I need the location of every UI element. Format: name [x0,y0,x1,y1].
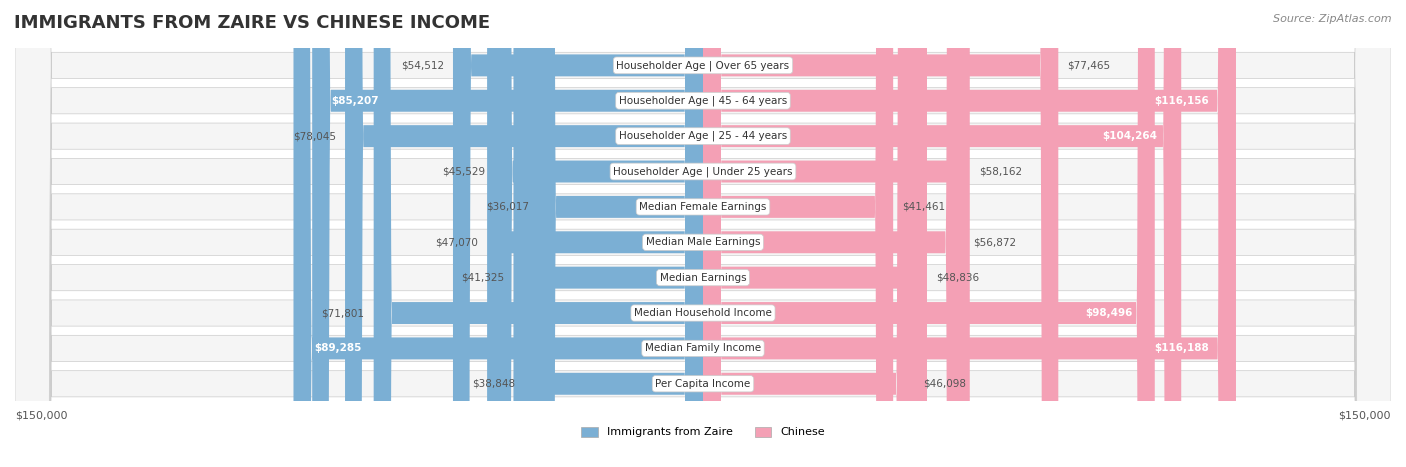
FancyBboxPatch shape [703,0,1059,467]
FancyBboxPatch shape [15,0,1391,467]
FancyBboxPatch shape [15,0,1391,467]
Text: $78,045: $78,045 [292,131,336,141]
Text: $89,285: $89,285 [314,343,361,354]
Text: Median Earnings: Median Earnings [659,273,747,283]
FancyBboxPatch shape [312,0,703,467]
FancyBboxPatch shape [15,0,1391,467]
FancyBboxPatch shape [15,0,1391,467]
Text: Source: ZipAtlas.com: Source: ZipAtlas.com [1274,14,1392,24]
Text: $150,000: $150,000 [15,410,67,421]
FancyBboxPatch shape [703,0,1154,467]
Text: $47,070: $47,070 [434,237,478,247]
Text: $38,848: $38,848 [472,379,516,389]
FancyBboxPatch shape [486,0,703,467]
Text: $150,000: $150,000 [1339,410,1391,421]
FancyBboxPatch shape [15,0,1391,467]
Legend: Immigrants from Zaire, Chinese: Immigrants from Zaire, Chinese [576,422,830,442]
Text: $104,264: $104,264 [1102,131,1157,141]
Text: IMMIGRANTS FROM ZAIRE VS CHINESE INCOME: IMMIGRANTS FROM ZAIRE VS CHINESE INCOME [14,14,491,32]
FancyBboxPatch shape [703,0,1181,467]
FancyBboxPatch shape [703,0,893,467]
Text: Median Household Income: Median Household Income [634,308,772,318]
FancyBboxPatch shape [538,0,703,467]
FancyBboxPatch shape [703,0,927,467]
FancyBboxPatch shape [15,0,1391,467]
Text: $71,801: $71,801 [322,308,364,318]
Text: $48,836: $48,836 [936,273,980,283]
Text: Median Female Earnings: Median Female Earnings [640,202,766,212]
Text: Householder Age | Over 65 years: Householder Age | Over 65 years [616,60,790,71]
FancyBboxPatch shape [15,0,1391,467]
Text: $58,162: $58,162 [979,167,1022,177]
Text: $116,188: $116,188 [1154,343,1209,354]
Text: $85,207: $85,207 [332,96,380,106]
FancyBboxPatch shape [453,0,703,467]
FancyBboxPatch shape [15,0,1391,467]
FancyBboxPatch shape [703,0,914,467]
Text: Per Capita Income: Per Capita Income [655,379,751,389]
FancyBboxPatch shape [703,0,970,467]
FancyBboxPatch shape [15,0,1391,467]
FancyBboxPatch shape [344,0,703,467]
FancyBboxPatch shape [374,0,703,467]
Text: Householder Age | 25 - 44 years: Householder Age | 25 - 44 years [619,131,787,142]
Text: Median Family Income: Median Family Income [645,343,761,354]
FancyBboxPatch shape [703,0,965,467]
Text: $56,872: $56,872 [973,237,1017,247]
Text: $36,017: $36,017 [485,202,529,212]
FancyBboxPatch shape [703,0,1236,467]
Text: $77,465: $77,465 [1067,60,1111,71]
FancyBboxPatch shape [15,0,1391,467]
Text: $41,325: $41,325 [461,273,505,283]
Text: $45,529: $45,529 [441,167,485,177]
FancyBboxPatch shape [294,0,703,467]
FancyBboxPatch shape [494,0,703,467]
Text: Householder Age | 45 - 64 years: Householder Age | 45 - 64 years [619,96,787,106]
Text: $46,098: $46,098 [924,379,966,389]
Text: $54,512: $54,512 [401,60,444,71]
Text: Householder Age | Under 25 years: Householder Age | Under 25 years [613,166,793,177]
FancyBboxPatch shape [513,0,703,467]
Text: Median Male Earnings: Median Male Earnings [645,237,761,247]
FancyBboxPatch shape [524,0,703,467]
Text: $98,496: $98,496 [1085,308,1132,318]
Text: $41,461: $41,461 [903,202,945,212]
Text: $116,156: $116,156 [1154,96,1209,106]
FancyBboxPatch shape [703,0,1236,467]
